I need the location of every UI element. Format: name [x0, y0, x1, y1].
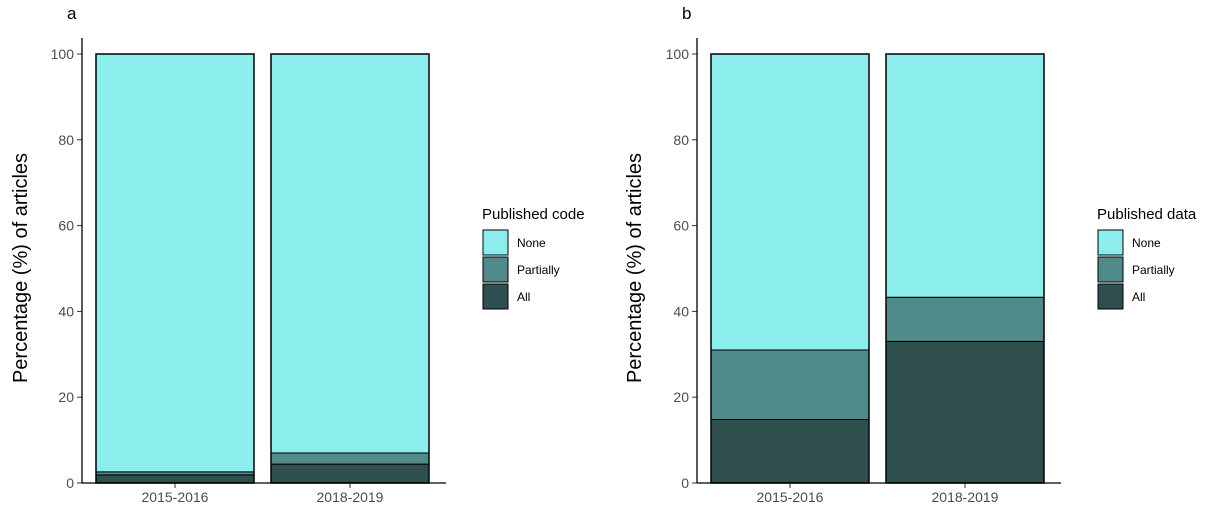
y-tick-label: 20	[673, 389, 689, 405]
y-tick-label: 60	[58, 218, 74, 234]
bar-segment-none	[885, 53, 1045, 298]
legend-label-all: All	[1132, 290, 1145, 304]
y-tick-label: 20	[58, 389, 74, 405]
panel-a-legend: Published code None Partially All	[482, 206, 585, 310]
legend-label-partially: Partially	[1132, 263, 1175, 277]
bar-segment-all	[710, 419, 870, 484]
y-tick-label: 0	[681, 475, 689, 491]
legend-label-none: None	[1132, 236, 1161, 250]
panel-b-y-axis-title: Percentage (%) of articles	[624, 153, 646, 383]
panel-a-y-axis: 0 20 40 60 80 100	[51, 46, 82, 491]
x-tick-label: 2018-2019	[317, 489, 384, 505]
y-tick-label: 80	[673, 132, 689, 148]
y-tick-label: 0	[66, 475, 74, 491]
bar-segment-none	[95, 53, 255, 473]
bar-segment-partially	[710, 349, 870, 421]
legend-swatch-partially	[1097, 256, 1124, 283]
panel-a-axis-lines	[81, 38, 446, 484]
bar-segment-none	[710, 53, 870, 351]
y-tick-label: 80	[58, 132, 74, 148]
legend-label-partially: Partially	[517, 263, 560, 277]
bar-segment-none	[270, 53, 430, 454]
bar-segment-all	[95, 474, 255, 484]
bar-segment-partially	[885, 296, 1045, 342]
y-tick-label: 100	[51, 46, 75, 62]
panel-b-tag: b	[682, 4, 691, 23]
legend-label-all: All	[517, 290, 530, 304]
panel-a-legend-title: Published code	[482, 206, 585, 223]
bar-segment-partially	[270, 452, 430, 465]
panel-a-chart: a Percentage (%) of articles 0 20 40 60 80 10…	[10, 4, 585, 505]
panel-b-y-axis: 0 20 40 60 80 100	[666, 46, 697, 491]
panel-b-legend-items: None Partially All	[1097, 229, 1175, 310]
x-tick-label: 2015-2016	[757, 489, 824, 505]
panel-a-bars	[95, 53, 430, 484]
panel-b-legend-title: Published data	[1097, 206, 1197, 223]
panel-b-x-axis: 2015-2016 2018-2019	[757, 483, 999, 505]
x-tick-label: 2018-2019	[932, 489, 999, 505]
panel-b-axis-lines	[696, 38, 1061, 484]
y-tick-label: 60	[673, 218, 689, 234]
panel-b-bars	[710, 53, 1045, 484]
panel-a-x-axis: 2015-2016 2018-2019	[142, 483, 384, 505]
legend-swatch-all	[1097, 283, 1124, 310]
bar-segment-all	[885, 340, 1045, 484]
legend-swatch-none	[482, 229, 509, 256]
panel-b-chart: b Percentage (%) of articles 0 20 40 60 80 10…	[624, 4, 1197, 505]
bar-segment-all	[270, 463, 430, 484]
legend-swatch-partially	[482, 256, 509, 283]
legend-swatch-none	[1097, 229, 1124, 256]
y-tick-label: 40	[673, 303, 689, 319]
panel-a-tag: a	[67, 4, 77, 23]
panel-a-legend-items: None Partially All	[482, 229, 560, 310]
x-tick-label: 2015-2016	[142, 489, 209, 505]
panel-b-legend: Published data None Partially All	[1097, 206, 1197, 310]
y-tick-label: 100	[666, 46, 690, 62]
legend-swatch-all	[482, 283, 509, 310]
y-tick-label: 40	[58, 303, 74, 319]
legend-label-none: None	[517, 236, 546, 250]
panel-a-y-axis-title: Percentage (%) of articles	[10, 153, 32, 383]
